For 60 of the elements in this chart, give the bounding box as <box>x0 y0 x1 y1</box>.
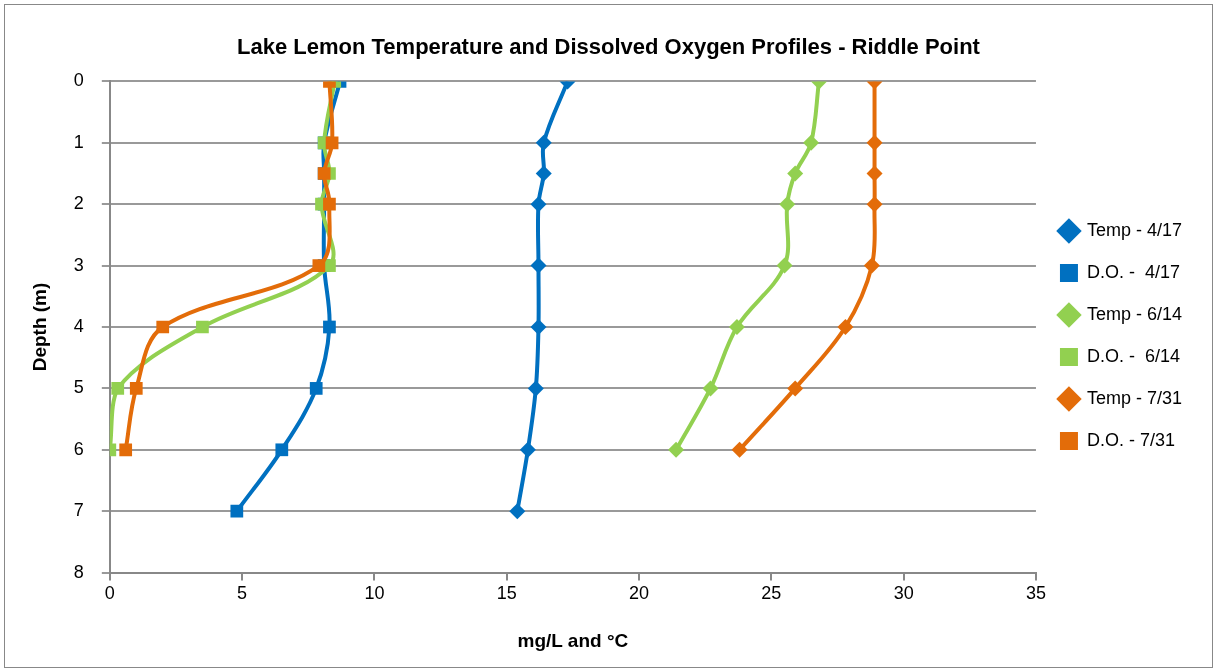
point <box>866 165 883 182</box>
point <box>837 319 854 335</box>
x-axis-title: mg/L and °C <box>517 629 629 651</box>
y-tick-label: 8 <box>73 561 84 582</box>
legend-label: Temp - 6/14 <box>1086 303 1182 324</box>
point <box>530 257 547 274</box>
chart-title: Lake Lemon Temperature and Dissolved Oxygen Profiles - Riddle Point <box>237 34 981 60</box>
point <box>866 134 883 151</box>
point <box>312 259 326 272</box>
point <box>803 134 820 151</box>
point <box>535 165 552 182</box>
point <box>668 441 685 458</box>
legend-label: D.O. - 6/14 <box>1086 345 1180 366</box>
point <box>323 320 336 334</box>
x-tick-label: 10 <box>364 583 385 604</box>
legend-label: D.O. - 4/17 <box>1086 261 1180 282</box>
legend-label: D.O. - 7/31 <box>1086 429 1175 450</box>
y-tick-label: 4 <box>73 315 84 336</box>
point <box>866 196 883 213</box>
y-axis-title: Depth (m) <box>28 282 50 372</box>
x-tick-label: 5 <box>237 583 248 604</box>
x-tick-label: 30 <box>893 583 914 604</box>
point <box>519 441 536 458</box>
point <box>196 320 209 334</box>
point <box>119 443 133 457</box>
point <box>530 196 547 213</box>
point <box>129 382 143 395</box>
x-tick-label: 35 <box>1025 583 1046 604</box>
point <box>776 257 793 274</box>
point <box>787 380 804 397</box>
y-tick-label: 0 <box>73 70 84 91</box>
x-tick-label: 0 <box>104 583 115 604</box>
y-tick-label: 3 <box>73 254 84 275</box>
point <box>728 319 745 335</box>
point <box>787 165 804 182</box>
point <box>323 197 336 211</box>
point <box>535 134 552 151</box>
legend-label: Temp - 4/17 <box>1086 219 1182 240</box>
point <box>325 136 339 150</box>
point <box>230 504 244 518</box>
point <box>111 382 125 395</box>
y-tick-label: 6 <box>73 438 84 459</box>
y-tick-label: 7 <box>73 500 84 521</box>
y-tick-label: 1 <box>73 131 84 152</box>
point <box>309 382 323 395</box>
point <box>731 441 748 458</box>
y-tick-label: 2 <box>73 193 84 214</box>
point <box>527 380 544 397</box>
point <box>779 196 796 213</box>
point <box>275 443 289 457</box>
point <box>156 320 170 334</box>
point <box>863 257 880 274</box>
y-tick-label: 5 <box>73 377 84 398</box>
x-tick-label: 15 <box>496 583 517 604</box>
point <box>530 319 547 335</box>
legend-label: Temp - 7/31 <box>1086 387 1182 408</box>
x-tick-label: 20 <box>629 583 650 604</box>
x-tick-label: 25 <box>761 583 782 604</box>
point <box>509 503 526 520</box>
point <box>702 380 719 397</box>
